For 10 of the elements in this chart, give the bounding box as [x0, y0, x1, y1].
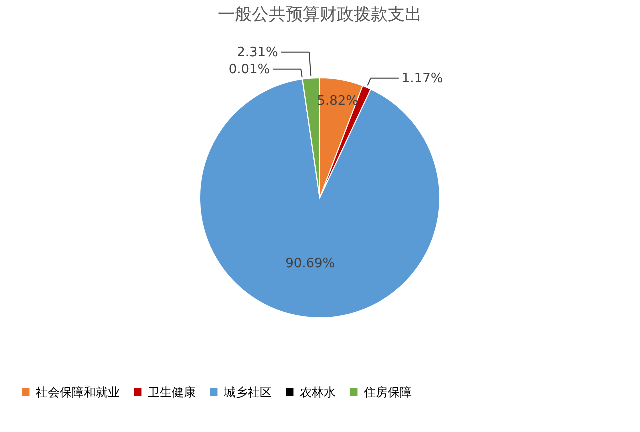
chart-title: 一般公共预算财政拨款支出	[218, 5, 422, 25]
legend-label: 农林水	[300, 385, 336, 400]
data-label: 90.69%	[286, 256, 336, 272]
legend-label: 城乡社区	[223, 385, 272, 400]
legend-label: 社会保障和就业	[36, 385, 120, 400]
data-label: 1.17%	[402, 71, 444, 86]
data-label: 2.31%	[237, 45, 278, 60]
data-label: 0.01%	[228, 62, 270, 78]
legend-label: 住房保障	[363, 385, 412, 400]
legend-label: 卫生健康	[148, 385, 196, 400]
